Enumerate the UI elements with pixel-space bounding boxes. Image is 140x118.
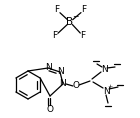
Text: O: O (46, 105, 53, 114)
Text: N: N (57, 67, 63, 76)
Text: O: O (73, 82, 80, 91)
Text: F: F (80, 32, 86, 40)
Text: F: F (81, 6, 87, 15)
Text: F: F (52, 32, 58, 40)
Text: +: + (107, 84, 113, 89)
Text: N: N (45, 63, 51, 72)
Text: F: F (54, 6, 60, 15)
Text: N: N (60, 80, 66, 88)
Text: N: N (101, 65, 107, 74)
Text: −: − (72, 13, 78, 21)
Text: B: B (66, 17, 74, 27)
Text: N: N (103, 86, 109, 95)
